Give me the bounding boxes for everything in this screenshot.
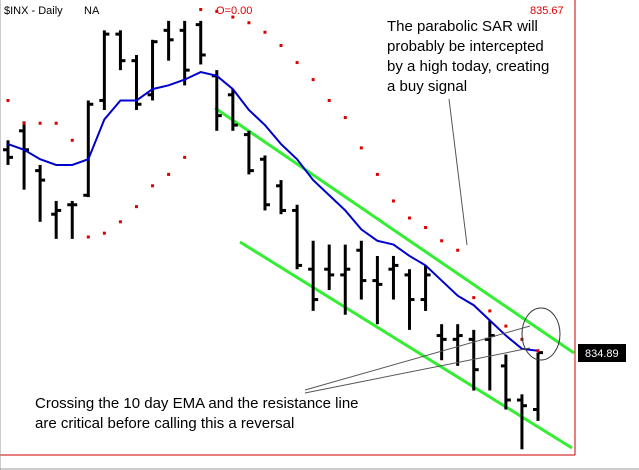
pointer	[304, 325, 531, 391]
sar-dot	[70, 138, 74, 142]
resistance-line	[214, 106, 575, 355]
sar-dot	[183, 155, 187, 159]
annotation-text: The parabolic SAR will	[387, 18, 538, 35]
sar-dot	[311, 78, 315, 82]
sar-dot	[456, 248, 460, 252]
annotation-text: a buy signal	[387, 78, 467, 95]
sar-dot	[86, 235, 90, 239]
sar-dot	[327, 98, 331, 102]
sar-dot	[22, 121, 26, 125]
sar-dot	[359, 146, 363, 150]
annotation: Crossing the 10 day EMA and the resistan…	[35, 395, 359, 432]
sar-dot	[263, 30, 267, 34]
sar-dot	[6, 98, 10, 102]
support-line	[239, 240, 573, 450]
sar-dot	[424, 226, 428, 229]
open-label: O=0.00	[216, 5, 252, 17]
last-price: 834.89	[585, 348, 619, 360]
sar-dot	[440, 239, 444, 243]
sar-dot	[151, 184, 155, 188]
sar-dot	[295, 61, 299, 65]
sar-dot	[199, 7, 203, 11]
annotation: The parabolic SAR will probably be interc…	[387, 18, 549, 95]
sar-dot	[118, 220, 122, 224]
sar-dot	[472, 296, 476, 300]
annotation-text: by a high today, creating	[387, 58, 549, 75]
sar-dot	[247, 21, 251, 25]
sar-dot	[488, 309, 492, 313]
sar-dot	[54, 121, 58, 125]
sar-dot	[231, 15, 235, 19]
chart-subtitle: NA	[84, 5, 100, 17]
sar-dot	[536, 349, 540, 353]
ema-line	[7, 70, 539, 352]
sar-dot	[375, 172, 379, 176]
annotation-text: probably be intercepted	[387, 38, 544, 55]
pointer	[304, 347, 531, 394]
chart-title: $INX - Daily	[4, 5, 63, 17]
sar-dot	[279, 44, 283, 47]
pointer	[448, 98, 468, 246]
highlight-circle	[521, 307, 561, 361]
sar-dot	[215, 9, 219, 13]
sar-dot	[38, 121, 42, 125]
price-box	[578, 344, 626, 362]
high-label: 835.67	[530, 5, 564, 17]
sar-dot	[102, 231, 106, 235]
annotation-text: Crossing the 10 day EMA and the resistan…	[35, 395, 359, 412]
sar-dot	[408, 216, 412, 220]
sar-dot	[134, 205, 138, 209]
sar-dot	[504, 324, 508, 328]
sar-dot	[391, 199, 395, 203]
plot	[3, 7, 543, 450]
annotation-text: are critical before calling this a rever…	[35, 415, 294, 432]
sar-dot	[343, 116, 347, 120]
sar-dot	[167, 172, 171, 176]
